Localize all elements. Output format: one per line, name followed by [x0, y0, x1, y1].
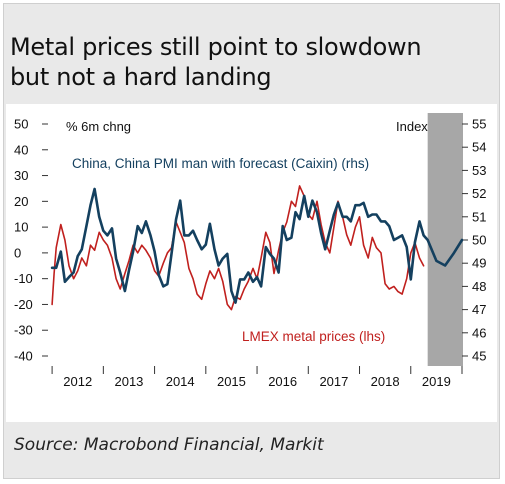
source-note: Source: Macrobond Financial, Markit	[14, 435, 324, 455]
right-tick-label: 52	[472, 186, 486, 201]
x-tick-label: 2016	[268, 374, 297, 389]
pmi-series-annotation: China, China PMI man with forecast (Caix…	[72, 156, 369, 171]
right-tick-label: 47	[472, 302, 486, 317]
left-tick-label: 10	[14, 220, 28, 235]
x-tick-label: 2017	[319, 374, 348, 389]
x-tick-label: 2014	[166, 374, 195, 389]
x-tick-label: 2015	[217, 374, 246, 389]
chart-title: Metal prices still point to slowdown but…	[10, 32, 490, 92]
left-tick-label: 50	[14, 117, 28, 132]
left-tick-label: -30	[14, 323, 33, 338]
x-tick-label: 2018	[371, 374, 400, 389]
forecast-band	[427, 113, 463, 366]
right-tick-label: 49	[472, 256, 486, 271]
right-tick-label: 51	[472, 209, 486, 224]
chart-title-line-1: Metal prices still point to slowdown	[10, 33, 422, 61]
x-tick-label: 2012	[63, 374, 92, 389]
axes-group: 50 40 30 20 10 0 -10 -20 -30 -40 55 54 53 52 51 50 49 48 4…	[14, 117, 486, 390]
left-tick-label: -20	[14, 297, 33, 312]
lmex-series-annotation: LMEX metal prices (lhs)	[242, 329, 385, 344]
right-tick-label: 53	[472, 163, 486, 178]
left-tick-label: 0	[14, 245, 21, 260]
left-axis-label: % 6m chng	[66, 119, 131, 134]
right-axis-label: Index	[396, 119, 428, 134]
right-tick-label: 54	[472, 140, 486, 155]
right-tick-label: 55	[472, 117, 486, 132]
chart-title-line-2: but not a hard landing	[10, 63, 272, 91]
right-tick-label: 48	[472, 279, 486, 294]
right-tick-label: 46	[472, 325, 486, 340]
right-tick-label: 50	[472, 233, 486, 248]
plot-panel	[6, 104, 497, 422]
x-tick-label: 2013	[114, 374, 143, 389]
left-tick-label: 40	[14, 142, 28, 157]
pmi-series-line	[50, 187, 464, 304]
left-tick-label: -40	[14, 349, 33, 364]
left-tick-label: 20	[14, 194, 28, 209]
right-tick-label: 45	[472, 349, 486, 364]
x-tick-label: 2019	[422, 374, 451, 389]
left-tick-label: -10	[14, 271, 33, 286]
series-layer	[50, 185, 464, 311]
left-tick-label: 30	[14, 168, 28, 183]
